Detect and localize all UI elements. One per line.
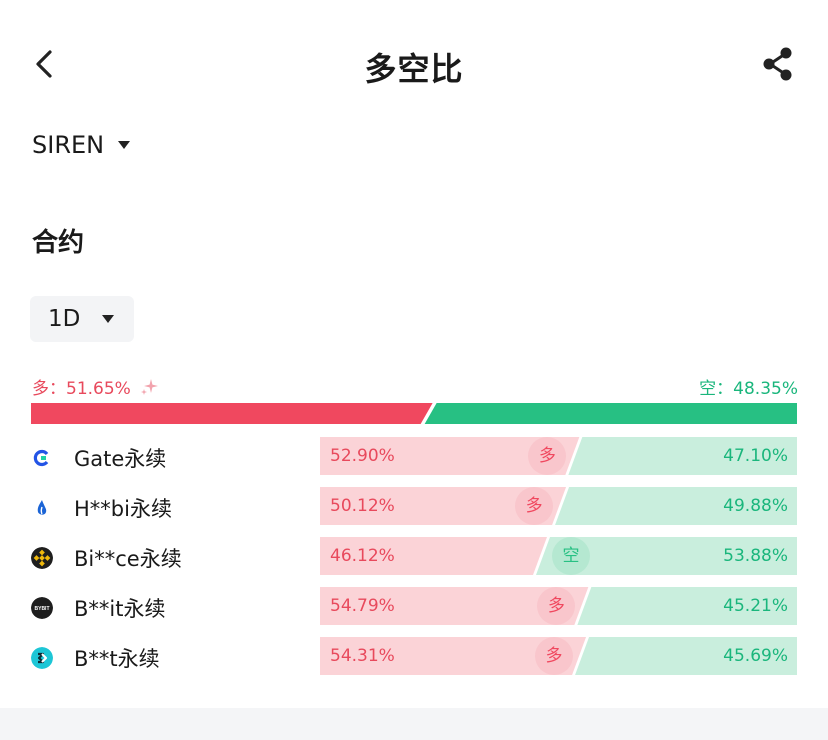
exchange-name: H**bi永续 bbox=[74, 497, 172, 521]
back-button[interactable] bbox=[30, 42, 64, 86]
exchange-row: Gate永续 52.90% 47.10% 多 bbox=[0, 437, 828, 477]
page-title: 多空比 bbox=[364, 50, 464, 88]
long-ratio-fill bbox=[320, 637, 587, 675]
exchange-ratio-bar bbox=[320, 587, 797, 625]
chevron-left-icon bbox=[36, 50, 52, 78]
exchange-ratio-bar bbox=[320, 487, 797, 525]
summary-long-label: 多：51.65% bbox=[32, 379, 131, 399]
share-button[interactable] bbox=[758, 44, 798, 84]
period-selector[interactable]: 1D bbox=[30, 296, 134, 342]
bybit-logo-icon: BYBIT bbox=[31, 597, 53, 619]
dominant-side-badge: 多 bbox=[528, 437, 567, 475]
long-ratio-fill bbox=[320, 437, 580, 475]
short-ratio-fill bbox=[555, 487, 797, 525]
long-ratio-fill bbox=[31, 403, 433, 424]
short-percent: 47.10% bbox=[723, 446, 788, 466]
short-ratio-fill bbox=[424, 403, 797, 424]
exchange-row: H**bi永续 50.12% 49.88% 多 bbox=[0, 487, 828, 527]
short-ratio-fill bbox=[577, 587, 797, 625]
long-ratio-fill bbox=[320, 537, 547, 575]
short-percent: 45.69% bbox=[723, 646, 788, 666]
symbol-selector[interactable]: SIREN bbox=[32, 128, 131, 162]
section-title: 合约 bbox=[32, 228, 85, 258]
exchange-row: Bi**ce永续 46.12% 53.88% 空 bbox=[0, 537, 828, 577]
caret-down-icon bbox=[118, 141, 131, 149]
exchange-name: B**it永续 bbox=[74, 597, 166, 621]
share-icon bbox=[763, 47, 792, 81]
long-percent: 54.79% bbox=[330, 596, 395, 616]
long-percent: 50.12% bbox=[330, 496, 395, 516]
gate-logo-icon bbox=[31, 447, 53, 469]
long-short-ratio-bar bbox=[31, 403, 797, 424]
header: 多空比 bbox=[0, 28, 828, 100]
sparkle-icon bbox=[140, 378, 158, 395]
short-ratio-fill bbox=[568, 437, 797, 475]
long-percent: 46.12% bbox=[330, 546, 395, 566]
bitget-logo-icon bbox=[31, 647, 53, 669]
exchange-ratio-bar bbox=[320, 437, 797, 475]
short-percent: 53.88% bbox=[723, 546, 788, 566]
exchange-row: B**t永续 54.31% 45.69% 多 bbox=[0, 637, 828, 677]
dominant-side-badge: 多 bbox=[535, 637, 574, 675]
binance-logo-icon bbox=[31, 547, 53, 569]
caret-down-icon bbox=[102, 315, 115, 323]
bottom-divider bbox=[0, 708, 828, 740]
long-ratio-fill bbox=[320, 587, 589, 625]
long-percent: 52.90% bbox=[330, 446, 395, 466]
dominant-side-badge: 多 bbox=[537, 587, 576, 625]
exchange-name: Gate永续 bbox=[74, 447, 167, 471]
summary-short-label: 空：48.35% bbox=[699, 379, 798, 399]
long-ratio-fill bbox=[320, 487, 567, 525]
symbol-label: SIREN bbox=[32, 131, 105, 159]
short-percent: 45.21% bbox=[723, 596, 788, 616]
dominant-side-badge: 空 bbox=[551, 537, 590, 575]
exchange-name: Bi**ce永续 bbox=[74, 547, 182, 571]
long-percent: 54.31% bbox=[330, 646, 395, 666]
short-ratio-fill bbox=[535, 537, 797, 575]
summary-long: 多：51.65% bbox=[32, 374, 159, 399]
dominant-side-badge: 多 bbox=[515, 487, 554, 525]
exchange-name: B**t永续 bbox=[74, 647, 160, 671]
short-percent: 49.88% bbox=[723, 496, 788, 516]
period-label: 1D bbox=[48, 306, 81, 332]
exchange-ratio-bar bbox=[320, 537, 797, 575]
exchange-ratio-bar bbox=[320, 637, 797, 675]
short-ratio-fill bbox=[575, 637, 797, 675]
bybit-logo-text: BYBIT bbox=[35, 606, 50, 612]
huobi-logo-icon bbox=[31, 497, 53, 519]
exchange-row: BYBIT B**it永续 54.79% 45.21% 多 bbox=[0, 587, 828, 627]
